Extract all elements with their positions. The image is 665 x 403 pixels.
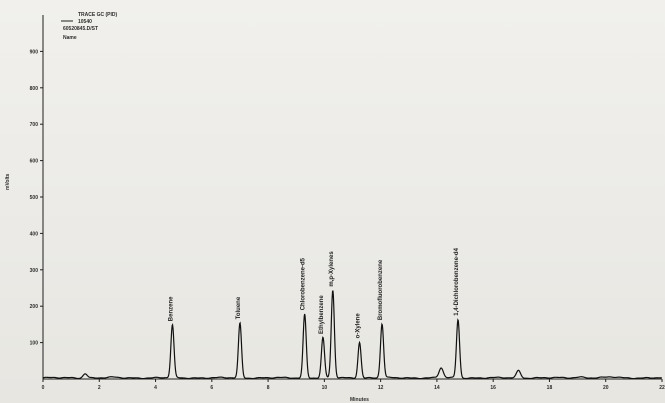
ticks-group: 100 200 300 400 500 600 700 800 900 0 2 4 6 8 10 12 14 16…	[30, 49, 665, 391]
x-tick-label: 16	[490, 385, 496, 391]
peak-label: 1,4-Dichlorobenzene-d4	[454, 247, 460, 315]
header-line-2: 10540	[78, 19, 92, 25]
y-tick-label: 100	[30, 341, 39, 347]
peak-label: m,p-Xylenes	[329, 251, 335, 287]
y-tick-label: 300	[30, 268, 39, 274]
axes-group	[42, 15, 662, 380]
x-tick-label: 8	[267, 385, 270, 391]
y-tick-label: 400	[30, 231, 39, 237]
x-tick-label: 6	[210, 385, 213, 391]
y-tick-label: 600	[30, 159, 39, 165]
x-tick-label: 18	[547, 385, 553, 391]
peak-label: Ethylbenzene	[319, 295, 325, 334]
header-line-3: 60520845.D/ST	[63, 26, 98, 32]
peak-label: Bromofluorobenzene	[378, 259, 384, 320]
y-tick-label: 500	[30, 195, 39, 201]
y-axis-title: mVolts	[5, 173, 11, 190]
x-tick-label: 12	[378, 385, 384, 391]
y-tick-label: 900	[30, 49, 39, 55]
y-tick-label: 700	[30, 122, 39, 128]
peak-label: o-Xylene	[356, 313, 362, 339]
x-tick-label: 4	[154, 385, 157, 391]
peak-label: Benzene	[168, 296, 174, 321]
x-tick-label: 14	[434, 385, 440, 391]
y-tick-label: 200	[30, 304, 39, 310]
x-tick-label: 20	[603, 385, 609, 391]
chromatogram-trace	[42, 290, 662, 380]
header-line-4: Name	[63, 35, 77, 41]
x-axis-title: Minutes	[350, 397, 369, 403]
x-tick-label: 2	[98, 385, 101, 391]
peak-label: Toluene	[236, 296, 242, 319]
header-block: TRACE GC (PID) 10540 60520845.D/ST Name	[61, 12, 118, 41]
peak-label: Chlorobenzene-d5	[301, 257, 307, 310]
peak-labels-group: Benzene Toluene Chlorobenzene-d5 Ethylbenze…	[168, 247, 460, 338]
y-tick-label: 800	[30, 86, 39, 92]
x-tick-label: 10	[322, 385, 328, 391]
x-tick-label: 22	[659, 385, 665, 391]
header-line-1: TRACE GC (PID)	[78, 12, 118, 18]
x-tick-label: 0	[42, 385, 45, 391]
